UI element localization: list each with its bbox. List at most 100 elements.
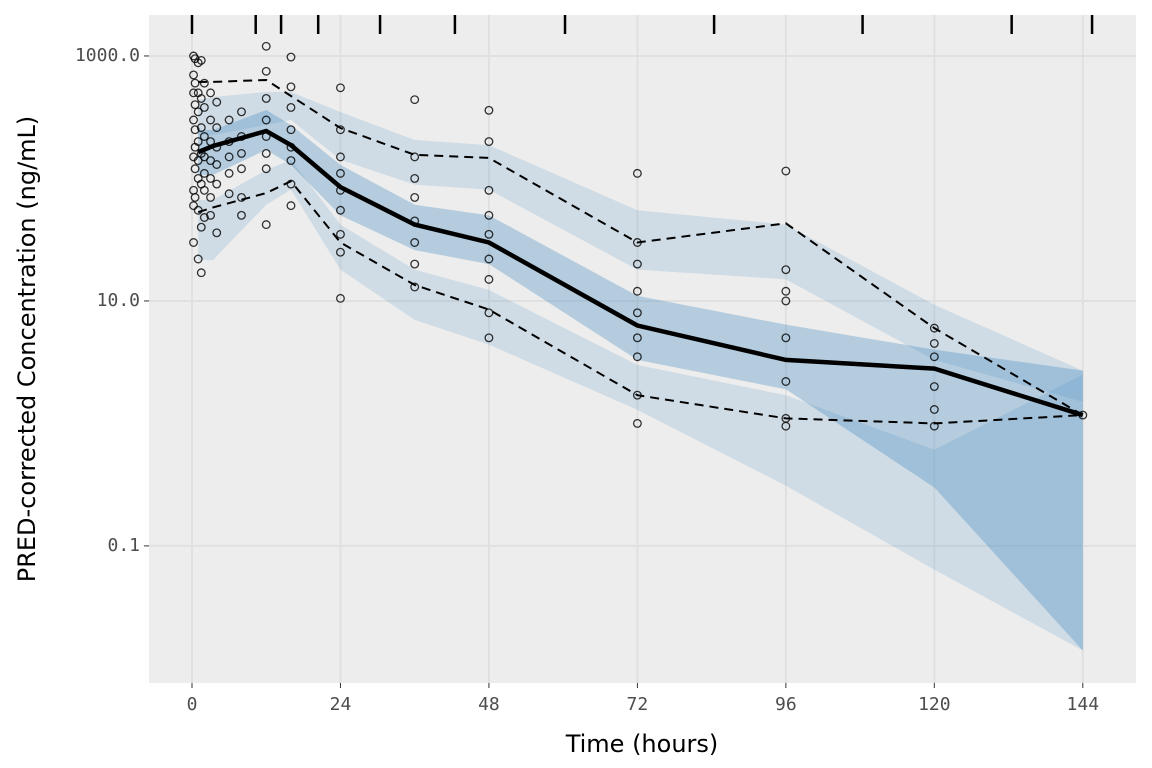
observed-point — [206, 137, 216, 147]
observed-point — [632, 238, 642, 247]
observed-point — [336, 125, 345, 135]
observed-point — [237, 164, 246, 174]
observed-point — [224, 152, 234, 162]
y-tick-label: 10.0 — [97, 290, 140, 311]
observed-point — [484, 333, 494, 343]
observed-point — [224, 115, 234, 125]
observed-point — [199, 78, 209, 88]
observed-point — [193, 254, 203, 264]
x-tick-label: 96 — [775, 694, 797, 715]
observed-point — [212, 228, 222, 238]
observed-point — [189, 115, 198, 125]
observed-point — [193, 137, 203, 147]
observed-point — [410, 282, 420, 292]
observed-point — [206, 88, 216, 98]
observed-point — [261, 41, 271, 51]
observed-point — [336, 168, 345, 178]
observed-point — [632, 308, 642, 318]
observed-point — [410, 152, 420, 162]
observed-point — [224, 189, 234, 199]
observed-point — [286, 156, 296, 166]
observed-point — [212, 97, 222, 107]
observed-point — [206, 210, 216, 220]
observed-point — [190, 164, 200, 174]
observed-point — [212, 160, 222, 169]
axes: 0 24 48 72 96 120 144 1000.0 10.0 0.1 — [75, 15, 1099, 715]
y-tick-label: 1000.0 — [75, 45, 140, 66]
observed-point — [237, 132, 246, 141]
observed-point — [410, 174, 420, 183]
observed-point — [929, 338, 939, 348]
observed-point — [212, 123, 222, 133]
observed-point — [237, 107, 246, 117]
x-tick-label: 24 — [330, 694, 352, 715]
observed-point — [781, 286, 791, 296]
observed-point — [212, 142, 222, 152]
observed-point — [336, 205, 345, 215]
observed-point — [929, 382, 939, 392]
observed-point — [632, 286, 642, 296]
bands — [198, 91, 1083, 651]
observed-point — [781, 377, 791, 386]
observed-point — [206, 174, 216, 183]
observed-point — [484, 308, 494, 318]
observed-point — [261, 66, 271, 76]
x-axis-title: Time (hours) — [565, 730, 719, 758]
observed-point — [632, 390, 642, 400]
observed-point — [261, 93, 271, 103]
observed-point — [196, 55, 206, 65]
observed-point — [781, 333, 791, 343]
observed-point — [286, 102, 296, 112]
observed-point — [237, 210, 246, 220]
observed-point — [237, 192, 246, 202]
observed-point — [196, 93, 206, 103]
observed-point — [286, 125, 296, 135]
x-tick-label: 72 — [627, 694, 649, 715]
observed-point — [632, 352, 642, 362]
observed-point — [632, 333, 642, 343]
observed-point — [336, 152, 345, 162]
grid — [149, 15, 1136, 683]
observed-point — [632, 418, 642, 428]
observed-point — [781, 296, 791, 306]
observed-point — [781, 421, 791, 431]
observed-point — [196, 222, 206, 232]
observed-point — [484, 185, 494, 195]
observed-point — [410, 238, 420, 247]
x-tick-label: 0 — [187, 694, 198, 715]
observed-point — [199, 102, 209, 112]
observed-point — [193, 205, 203, 215]
observed-point — [261, 149, 271, 158]
observed-point — [336, 247, 345, 257]
observed-point — [206, 192, 216, 202]
observed-point — [196, 123, 206, 133]
observed-point — [929, 405, 939, 414]
observed-point — [189, 238, 198, 247]
observed-point — [190, 78, 200, 88]
observed-point — [261, 220, 271, 230]
interval-band — [198, 91, 1083, 402]
observed-point — [286, 179, 296, 189]
observed-point — [286, 82, 296, 92]
observed-point — [286, 201, 296, 211]
observed-point — [336, 83, 345, 93]
observed-point — [261, 115, 271, 125]
observed-point — [410, 259, 420, 269]
observed-point — [484, 254, 494, 264]
observed-point — [484, 229, 494, 239]
observed-point — [212, 179, 222, 189]
y-tick-label: 0.1 — [107, 535, 140, 556]
observed-point — [199, 132, 209, 141]
observed-point — [484, 137, 494, 147]
interval-band — [198, 159, 1083, 651]
observed-point — [336, 229, 345, 239]
y-axis-title: PRED-corrected Concentration (ng/mL) — [13, 116, 41, 583]
observed-point — [190, 100, 200, 110]
observed-point — [336, 293, 345, 303]
x-tick-label: 48 — [478, 694, 500, 715]
panel — [149, 15, 1136, 683]
points — [189, 41, 1088, 431]
observed-point — [189, 88, 198, 98]
observed-point — [199, 213, 209, 222]
